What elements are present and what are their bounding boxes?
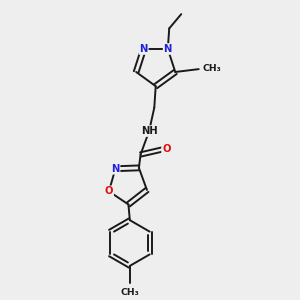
Text: N: N — [111, 164, 120, 174]
Text: NH: NH — [141, 126, 158, 136]
Text: O: O — [162, 144, 170, 154]
Text: CH₃: CH₃ — [121, 288, 139, 297]
Text: N: N — [164, 44, 172, 54]
Text: O: O — [105, 186, 113, 196]
Text: N: N — [140, 44, 148, 54]
Text: CH₃: CH₃ — [202, 64, 221, 73]
